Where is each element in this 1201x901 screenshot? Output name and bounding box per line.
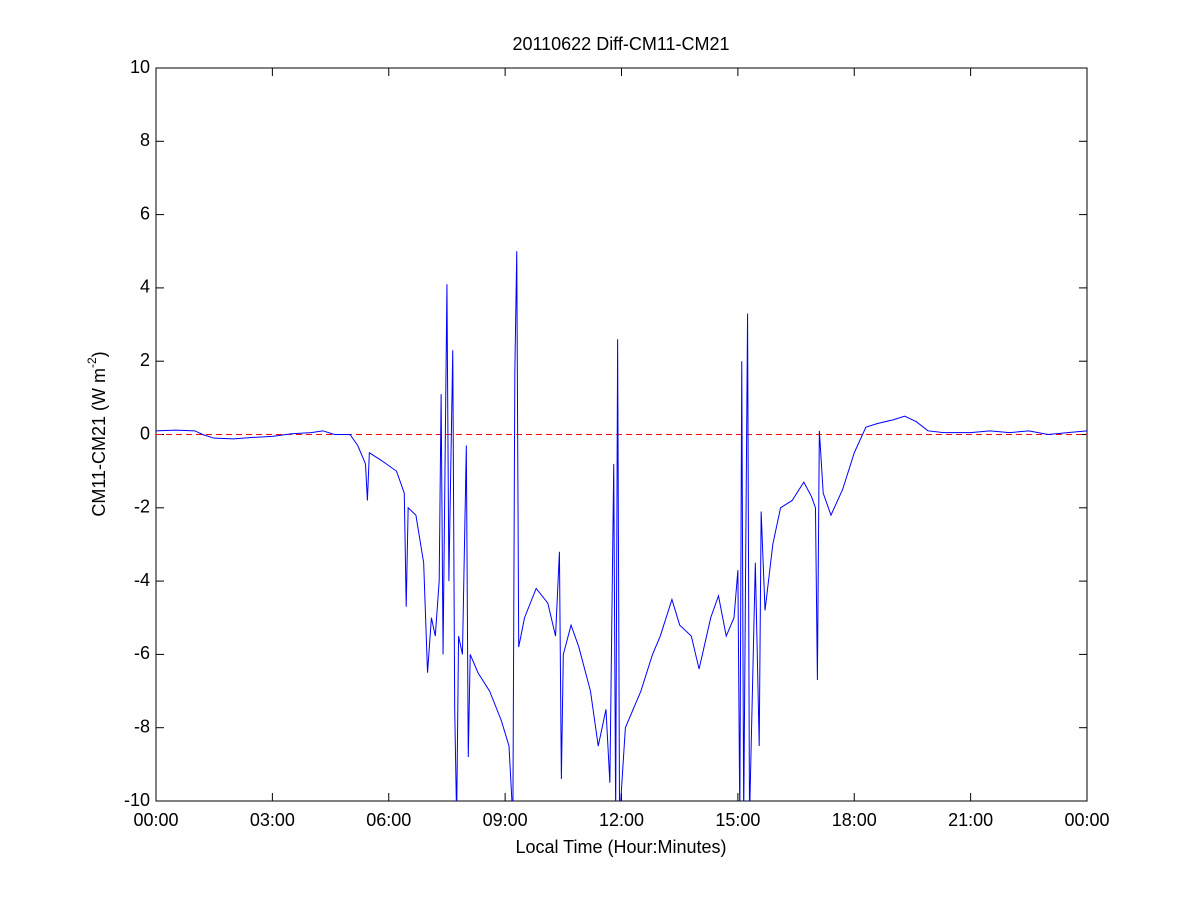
chart-title: 20110622 Diff-CM11-CM21 xyxy=(512,34,729,54)
x-tick-label: 03:00 xyxy=(250,810,295,830)
y-tick-label: 6 xyxy=(140,203,150,223)
y-tick-label: -2 xyxy=(134,497,150,517)
x-tick-label: 06:00 xyxy=(366,810,411,830)
y-tick-label: -6 xyxy=(134,643,150,663)
y-tick-label: 4 xyxy=(140,277,150,297)
y-tick-label: -8 xyxy=(134,716,150,736)
y-label-main: CM11-CM21 (W m xyxy=(89,368,109,517)
y-label-end: ) xyxy=(89,351,109,357)
y-tick-label: 10 xyxy=(130,57,150,77)
data-line xyxy=(156,251,1087,801)
y-tick-label: -4 xyxy=(134,570,150,590)
y-tick-label: -10 xyxy=(124,790,150,810)
y-tick-label: 0 xyxy=(140,423,150,443)
y-tick-label: 8 xyxy=(140,130,150,150)
x-tick-label: 21:00 xyxy=(948,810,993,830)
x-axis-label: Local Time (Hour:Minutes) xyxy=(515,837,726,857)
y-tick-label: 2 xyxy=(140,350,150,370)
x-tick-label: 00:00 xyxy=(1064,810,1109,830)
x-tick-label: 12:00 xyxy=(599,810,644,830)
x-tick-label: 09:00 xyxy=(483,810,528,830)
x-tick-label: 18:00 xyxy=(832,810,877,830)
y-axis-label: CM11-CM21 (W m-2) xyxy=(85,351,109,516)
x-tick-label: 15:00 xyxy=(715,810,760,830)
y-label-sup: -2 xyxy=(85,357,99,368)
x-tick-label: 00:00 xyxy=(133,810,178,830)
